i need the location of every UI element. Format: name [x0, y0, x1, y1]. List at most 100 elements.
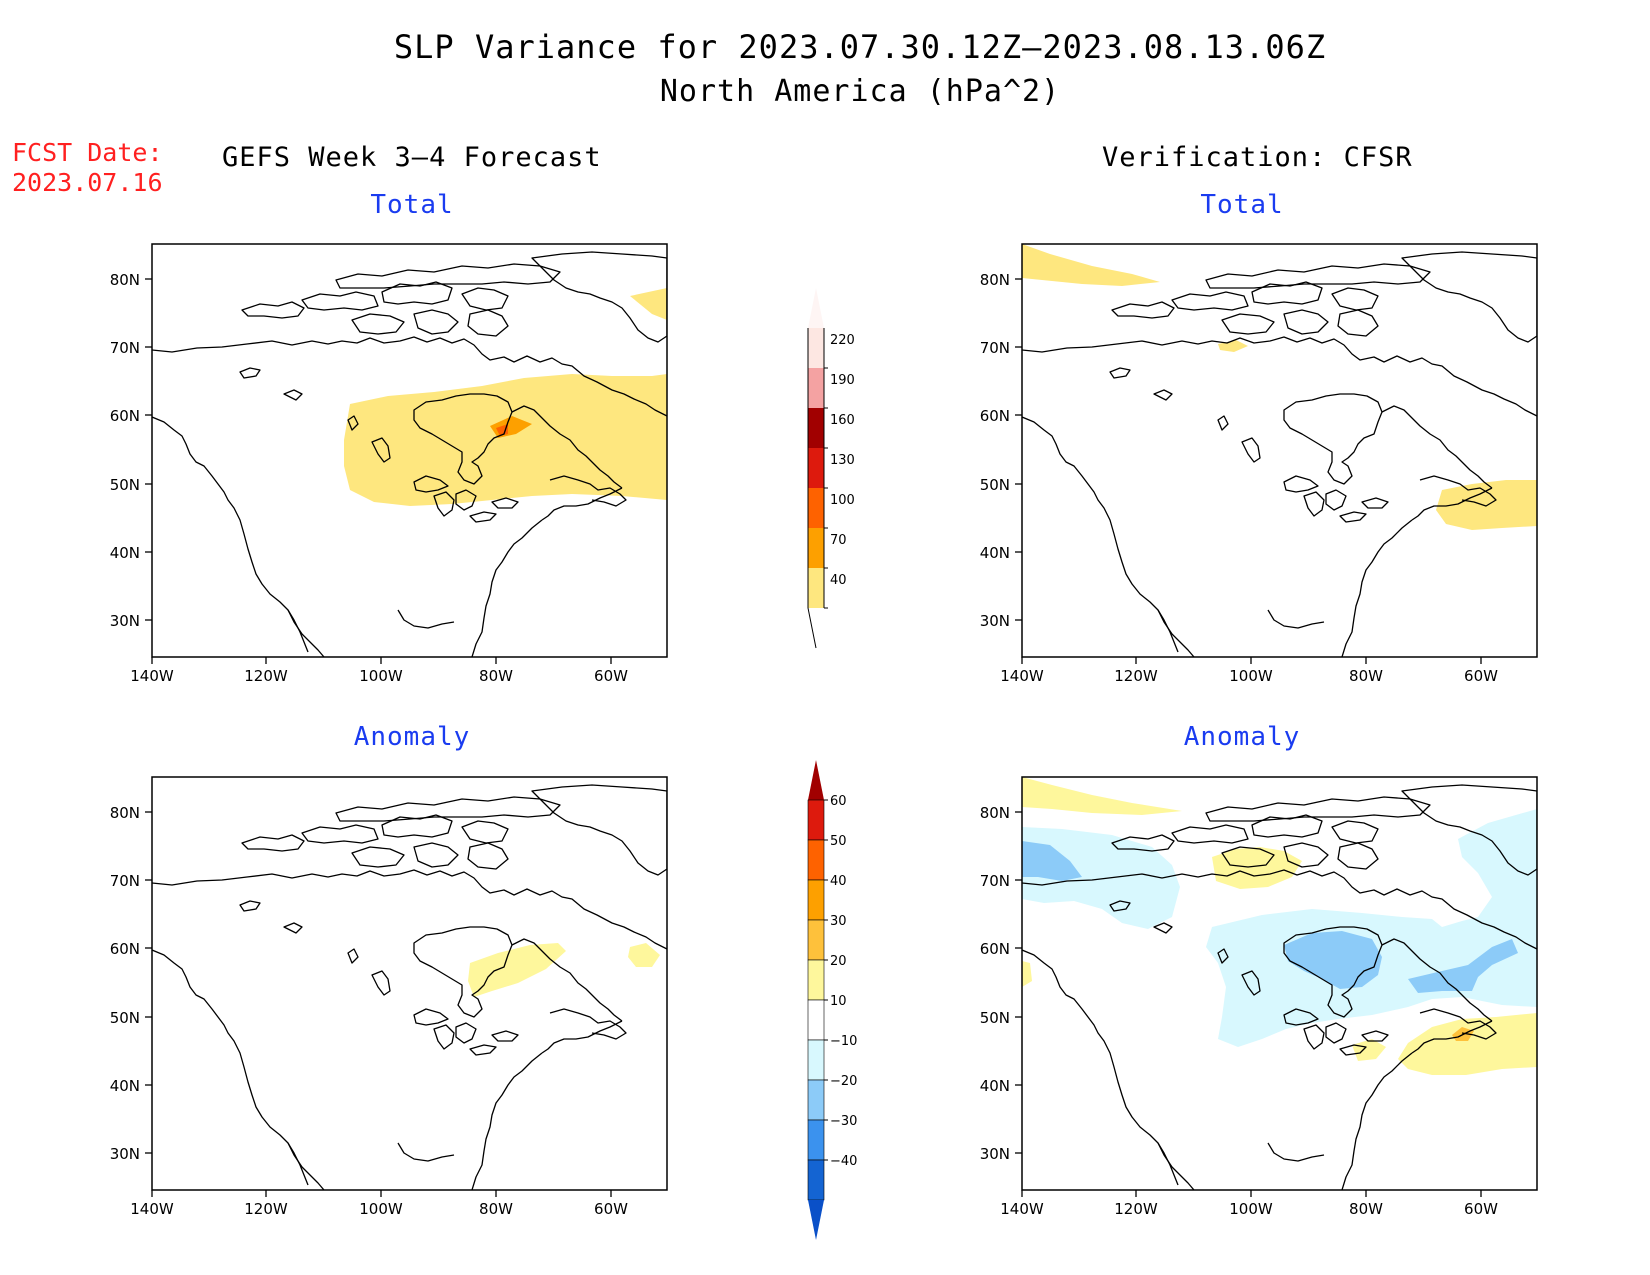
shade-anomaly-neg20-west [1022, 841, 1082, 881]
colorbar-box [808, 568, 824, 608]
lon-tick-label: 100W [1229, 667, 1273, 685]
lon-tick-label: 140W [1000, 667, 1044, 685]
lat-tick-label: 80N [980, 804, 1010, 822]
shade-total-40-arctic [1022, 244, 1160, 286]
lat-tick-label: 30N [980, 1145, 1010, 1163]
lat-tick-label: 80N [110, 271, 140, 289]
colorbar-total: 220 190 160 130 100 70 40 [807, 288, 855, 649]
lon-tick-label: 60W [1464, 667, 1498, 685]
lon-tick-label: 80W [479, 1200, 513, 1218]
axis-ticks: 80N 70N 60N 50N 40N 30N 140W 120W 100W 80W 60W [110, 804, 628, 1218]
colorbar-outline [807, 328, 825, 649]
lon-tick-label: 120W [244, 667, 288, 685]
lon-tick-label: 100W [1229, 1200, 1273, 1218]
shade-anomaly-neg10-west [1022, 827, 1180, 929]
lat-tick-label: 50N [980, 476, 1010, 494]
lat-tick-label: 40N [110, 544, 140, 562]
lat-tick-label: 60N [110, 940, 140, 958]
forecast-date-value: 2023.07.16 [12, 168, 163, 197]
colorbar-label: 190 [830, 373, 855, 388]
colorbar-box [808, 408, 824, 448]
lon-tick-label: 80W [479, 667, 513, 685]
colorbar-box [807, 1159, 825, 1201]
colorbar-label: −30 [830, 1114, 857, 1129]
colorbar-label: 50 [830, 834, 847, 849]
colorbar-label: 220 [830, 333, 855, 348]
verification-column-heading: Verification: CFSR [1102, 142, 1413, 173]
lon-tick-label: 120W [1114, 1200, 1158, 1218]
colorbar-box [808, 328, 824, 368]
shade-anomaly-10-hudson [468, 943, 566, 997]
panel-title-verification-total: Total [1200, 190, 1284, 220]
forecast-column-heading: GEFS Week 3–4 Forecast [222, 142, 602, 173]
colorbar-top-tip [808, 760, 824, 800]
map-frame [151, 243, 668, 658]
panel-title-forecast-anomaly: Anomaly [353, 722, 471, 752]
map-panel-forecast-anomaly: 80N 70N 60N 50N 40N 30N 140W 120W 100W 80W 60W [110, 776, 668, 1218]
colorbar-box [807, 1119, 825, 1161]
shade-anomaly-10-labrador [628, 943, 660, 967]
lat-tick-label: 70N [110, 872, 140, 890]
colorbar-box [808, 368, 824, 408]
lon-tick-label: 140W [130, 1200, 174, 1218]
lat-tick-label: 30N [110, 612, 140, 630]
figure-title: SLP Variance for 2023.07.30.12Z–2023.08.… [393, 28, 1327, 66]
colorbar-label: 160 [830, 413, 855, 428]
colorbar-box [807, 799, 825, 841]
lon-tick-label: 100W [359, 1200, 403, 1218]
colorbar-label: 130 [830, 453, 855, 468]
lon-tick-label: 60W [594, 1200, 628, 1218]
colorbar-top-tip [808, 288, 824, 328]
colorbar-box [807, 1039, 825, 1081]
lat-tick-label: 70N [980, 339, 1010, 357]
lat-tick-label: 60N [980, 940, 1010, 958]
colorbar-bottom-tip [808, 608, 824, 648]
colorbar-box [807, 839, 825, 881]
lat-tick-label: 30N [110, 1145, 140, 1163]
panel-title-forecast-total: Total [370, 190, 454, 220]
lat-tick-label: 40N [980, 544, 1010, 562]
colorbar-box [807, 919, 825, 961]
lat-tick-label: 50N [110, 1009, 140, 1027]
colorbar-box [807, 999, 825, 1041]
axis-ticks: 80N 70N 60N 50N 40N 30N 140W 120W 100W 80W 60W [980, 804, 1498, 1218]
shade-anomaly-10-pacific [1022, 961, 1032, 987]
colorbar-label: −40 [830, 1154, 857, 1169]
map-frame [1021, 243, 1538, 658]
lon-tick-label: 60W [1464, 1200, 1498, 1218]
forecast-date-label: FCST Date: [12, 138, 163, 167]
colorbar-box [808, 528, 824, 568]
lat-tick-label: 80N [980, 271, 1010, 289]
lat-tick-label: 60N [110, 407, 140, 425]
axis-ticks: 80N 70N 60N 50N 40N 30N 140W 120W 100W 80W 60W [980, 271, 1498, 685]
lat-tick-label: 50N [110, 476, 140, 494]
axis-ticks: 80N 70N 60N 50N 40N 30N 140W 120W 100W 80W 60W [110, 271, 628, 685]
lat-tick-label: 60N [980, 407, 1010, 425]
shade-anomaly-10-greatlakes [1352, 1039, 1386, 1061]
colorbar-box [807, 959, 825, 1001]
lat-tick-label: 50N [980, 1009, 1010, 1027]
colorbar-label: 70 [830, 533, 847, 548]
shade-anomaly-neg10-central [1206, 809, 1537, 1047]
colorbar-label: 40 [830, 874, 847, 889]
lat-tick-label: 40N [980, 1077, 1010, 1095]
map-frame [151, 776, 668, 1191]
lon-tick-label: 140W [130, 667, 174, 685]
lon-tick-label: 120W [1114, 667, 1158, 685]
shade-anomaly-neg20-hudson [1284, 931, 1382, 989]
colorbar-label: 30 [830, 914, 847, 929]
colorbar-box [807, 879, 825, 921]
map-panel-forecast-total: 80N 70N 60N 50N 40N 30N 140W 120W 100W 80W 60W [110, 243, 668, 685]
colorbar-label: 100 [830, 493, 855, 508]
lat-tick-label: 30N [980, 612, 1010, 630]
map-frame [1021, 776, 1538, 1191]
shade-anomaly-10-archipelago [1212, 847, 1302, 889]
shade-anomaly-10-arctic [1022, 777, 1182, 815]
lon-tick-label: 80W [1349, 667, 1383, 685]
colorbar-label: 10 [830, 994, 847, 1009]
lat-tick-label: 70N [980, 872, 1010, 890]
colorbar-label: 40 [830, 573, 847, 588]
panel-title-verification-anomaly: Anomaly [1183, 722, 1301, 752]
shade-anomaly-10-maritimes [1398, 1013, 1537, 1075]
